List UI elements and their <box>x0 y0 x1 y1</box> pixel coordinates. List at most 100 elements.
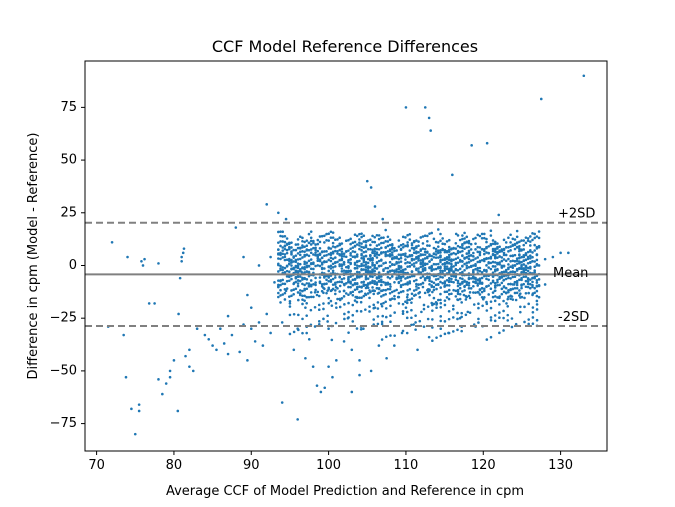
data-point <box>207 337 211 341</box>
data-point <box>426 250 429 254</box>
data-point <box>458 267 462 271</box>
data-point <box>382 293 385 297</box>
data-point <box>355 270 359 274</box>
data-point <box>522 248 526 251</box>
data-point <box>423 250 427 254</box>
data-point <box>380 264 383 267</box>
data-point <box>450 280 453 283</box>
data-point <box>309 295 313 299</box>
data-point <box>406 281 409 284</box>
data-point <box>353 278 357 281</box>
data-point <box>405 310 409 314</box>
data-point <box>277 279 280 282</box>
data-point <box>430 280 434 283</box>
data-point <box>395 268 398 271</box>
data-point <box>482 296 486 299</box>
data-point <box>388 238 392 242</box>
data-point <box>520 263 523 267</box>
data-point <box>482 268 486 272</box>
data-point <box>522 267 526 270</box>
data-point <box>296 291 300 294</box>
data-point <box>358 232 361 236</box>
data-point <box>331 262 335 266</box>
data-point <box>427 116 431 120</box>
data-point <box>301 250 304 253</box>
data-point <box>414 328 417 331</box>
data-point <box>485 237 488 241</box>
data-point <box>355 266 359 270</box>
data-point <box>384 335 388 339</box>
data-point <box>472 258 475 262</box>
data-point <box>303 299 306 302</box>
data-point <box>443 248 447 252</box>
data-point <box>279 234 282 238</box>
data-point <box>283 258 287 262</box>
data-point <box>334 265 337 268</box>
data-point <box>524 253 528 256</box>
data-point <box>360 242 363 245</box>
data-point <box>507 276 510 280</box>
data-point <box>253 340 257 343</box>
data-point <box>408 233 412 236</box>
data-point <box>309 279 313 282</box>
data-point <box>331 257 335 261</box>
data-point <box>423 277 427 280</box>
data-point <box>351 313 355 317</box>
data-point <box>384 315 388 319</box>
data-point <box>502 248 506 252</box>
data-point <box>491 247 495 251</box>
data-point <box>360 296 363 299</box>
data-point <box>456 311 459 315</box>
data-point <box>351 278 355 282</box>
data-point <box>281 252 285 256</box>
data-point <box>390 269 394 272</box>
data-point <box>507 257 510 261</box>
data-point <box>347 275 350 279</box>
data-point <box>249 306 253 309</box>
data-point <box>316 259 320 263</box>
data-point <box>509 282 512 286</box>
data-point <box>417 283 420 286</box>
data-point <box>305 282 309 285</box>
data-point <box>359 300 363 304</box>
data-point <box>364 276 368 279</box>
data-point <box>439 315 443 318</box>
data-point <box>320 250 324 253</box>
data-point <box>382 236 385 239</box>
data-point <box>480 290 484 294</box>
data-point <box>439 286 443 289</box>
data-point <box>447 317 451 321</box>
data-point <box>309 243 313 246</box>
data-point <box>279 301 282 304</box>
data-point <box>344 250 348 253</box>
data-point <box>526 239 530 243</box>
data-point <box>382 262 385 265</box>
data-point <box>168 375 172 379</box>
data-point <box>450 266 453 270</box>
data-point <box>426 275 429 279</box>
data-point <box>358 238 361 241</box>
data-point <box>314 248 317 252</box>
data-point <box>434 262 438 266</box>
data-point <box>401 289 405 293</box>
data-point <box>432 246 436 250</box>
data-point <box>447 310 451 313</box>
data-point <box>368 305 371 308</box>
data-point <box>401 253 405 256</box>
data-point <box>364 270 368 274</box>
data-point <box>296 418 299 421</box>
data-point <box>418 291 422 294</box>
data-point <box>360 285 363 289</box>
data-point <box>404 252 407 255</box>
data-point <box>269 331 272 335</box>
data-point <box>312 282 315 286</box>
data-point <box>520 260 523 264</box>
data-point <box>447 250 451 253</box>
data-point <box>439 292 442 296</box>
data-point <box>380 338 384 341</box>
data-point <box>500 266 504 269</box>
data-point <box>410 292 414 296</box>
data-point <box>456 244 460 248</box>
data-point <box>519 310 522 314</box>
data-point <box>371 268 374 272</box>
